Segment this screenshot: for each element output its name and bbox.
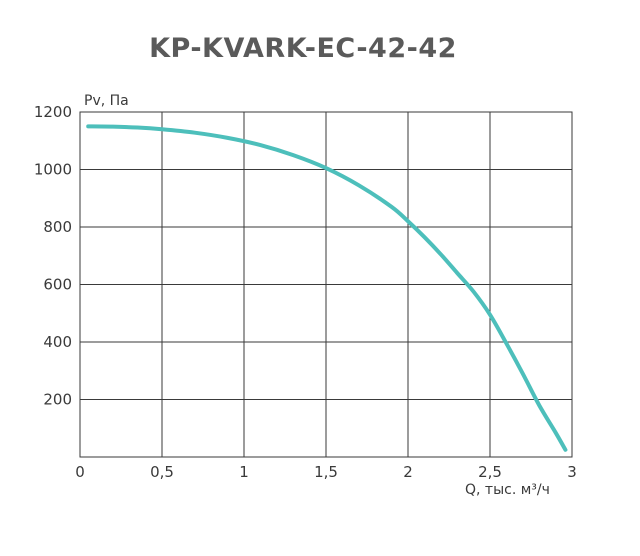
plot-frame [79, 111, 573, 458]
x-tick-label: 0 [75, 463, 85, 481]
x-tick-label: 0,5 [150, 463, 174, 481]
x-tick-label: 2,5 [478, 463, 502, 481]
series [86, 124, 568, 452]
y-tick-label: 200 [43, 391, 72, 409]
y-tick-label: 600 [43, 276, 72, 294]
grid [79, 111, 573, 457]
x-tick-label: 1,5 [314, 463, 338, 481]
x-tick-label: 1 [239, 463, 249, 481]
y-tick-label: 400 [43, 333, 72, 351]
x-tick-label: 3 [567, 463, 577, 481]
y-axis-label: Pv, Па [84, 93, 129, 109]
x-tick-labels: 0 0,5 1 1,5 2 2,5 3 [75, 463, 577, 481]
y-tick-label: 1200 [34, 103, 72, 121]
series-line-0 [86, 124, 568, 452]
y-tick-label: 1000 [34, 161, 72, 179]
x-axis-label: Q, тыс. м³/ч [465, 482, 550, 498]
chart-title: KP-KVARK-EC-42-42 [149, 33, 457, 64]
x-tick-label: 2 [403, 463, 413, 481]
y-tick-labels: 200 400 600 800 1000 1200 [34, 103, 72, 409]
y-tick-label: 800 [43, 218, 72, 236]
